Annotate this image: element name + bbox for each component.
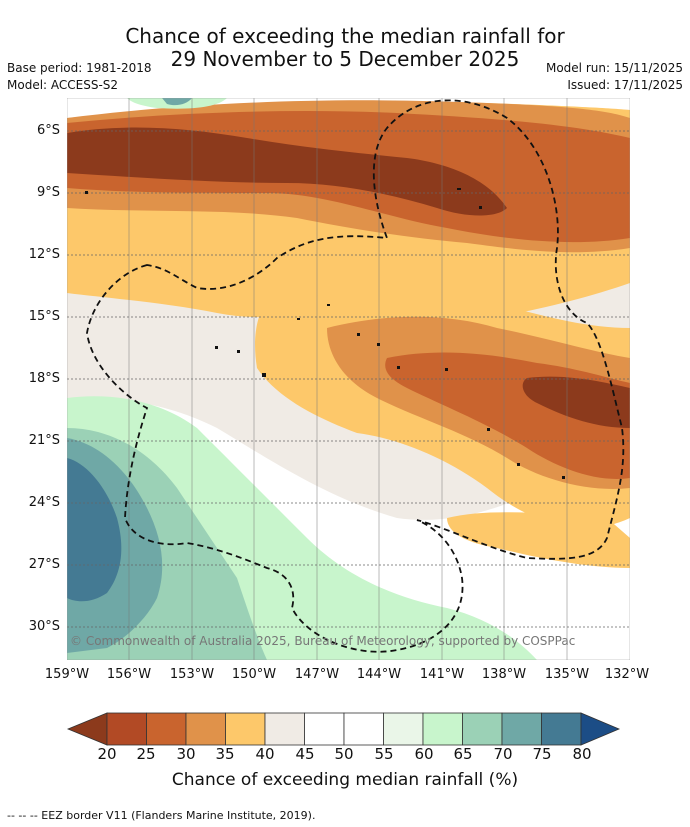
colorbar-tick-40: 40 <box>255 745 275 763</box>
lat-label-24s: 24°S <box>28 495 60 510</box>
colorbar-cell <box>185 712 226 746</box>
colorbar-tick-75: 75 <box>532 745 552 763</box>
colorbar-cell <box>541 712 582 746</box>
colorbar-tick-25: 25 <box>136 745 156 763</box>
lat-label-18s: 18°S <box>28 371 60 386</box>
lon-label-153w: 153°W <box>169 667 215 682</box>
model-run: Model run: 15/11/2025 <box>545 61 683 75</box>
islands <box>85 188 565 479</box>
colorbar-cell <box>304 712 345 746</box>
lon-label-138w: 138°W <box>481 667 527 682</box>
lon-label-141w: 141°W <box>419 667 465 682</box>
lat-label-21s: 21°S <box>28 433 60 448</box>
colorbar-tick-70: 70 <box>493 745 513 763</box>
colorbar-cell <box>462 712 503 746</box>
model-name: Model: ACCESS-S2 <box>7 78 119 92</box>
colorbar-tick-30: 30 <box>176 745 196 763</box>
very-wet-region <box>67 458 122 602</box>
colorbar-extend-high <box>580 712 621 746</box>
map-title-line1: Chance of exceeding the median rainfall … <box>125 24 565 48</box>
lat-label-12s: 12°S <box>28 247 60 262</box>
lat-label-15s: 15°S <box>28 309 60 324</box>
colorbar-extend-low <box>66 712 108 746</box>
map-title-line2: 29 November to 5 December 2025 <box>170 47 520 71</box>
issued-date: Issued: 17/11/2025 <box>567 78 683 92</box>
rainfall-map <box>67 98 630 660</box>
colorbar-cell <box>501 712 542 746</box>
lon-label-135w: 135°W <box>544 667 590 682</box>
lon-label-156w: 156°W <box>106 667 152 682</box>
colorbar-cell <box>146 712 187 746</box>
lon-label-132w: 132°W <box>604 667 650 682</box>
lat-label-27s: 27°S <box>28 557 60 572</box>
colorbar-tick-55: 55 <box>374 745 394 763</box>
graticule <box>67 130 630 628</box>
meridians <box>128 98 568 660</box>
lat-label-9s: 9°S <box>36 185 60 200</box>
colorbar-tick-45: 45 <box>295 745 315 763</box>
eez-border <box>86 99 625 653</box>
colorbar-tick-35: 35 <box>215 745 235 763</box>
colorbar-cell <box>106 712 147 746</box>
eez-legend: -- -- -- EEZ border V11 (Flanders Marine… <box>7 809 316 822</box>
base-period: Base period: 1981-2018 <box>7 61 152 75</box>
very-dry-region <box>67 127 507 216</box>
lon-label-159w: 159°W <box>44 667 90 682</box>
lat-label-30s: 30°S <box>28 619 60 634</box>
dry-region-light-3 <box>447 512 630 568</box>
very-dry-region-2 <box>522 376 630 428</box>
colorbar-cell <box>383 712 424 746</box>
colorbar-cell <box>225 712 266 746</box>
colorbar-tick-60: 60 <box>414 745 434 763</box>
lon-label-144w: 144°W <box>356 667 402 682</box>
colorbar-cell <box>422 712 463 746</box>
wet-region-top-2 <box>162 98 192 106</box>
colorbar-cell <box>343 712 384 746</box>
colorbar-cell <box>264 712 305 746</box>
lon-label-147w: 147°W <box>294 667 340 682</box>
lon-label-150w: 150°W <box>231 667 277 682</box>
colorbar-title: Chance of exceeding median rainfall (%) <box>171 770 519 790</box>
colorbar-tick-65: 65 <box>453 745 473 763</box>
colorbar-tick-20: 20 <box>97 745 117 763</box>
colorbar <box>66 712 621 746</box>
colorbar-tick-80: 80 <box>572 745 592 763</box>
lat-label-6s: 6°S <box>36 123 60 138</box>
copyright-notice: © Commonwealth of Australia 2025, Bureau… <box>70 634 576 648</box>
colorbar-tick-50: 50 <box>334 745 354 763</box>
